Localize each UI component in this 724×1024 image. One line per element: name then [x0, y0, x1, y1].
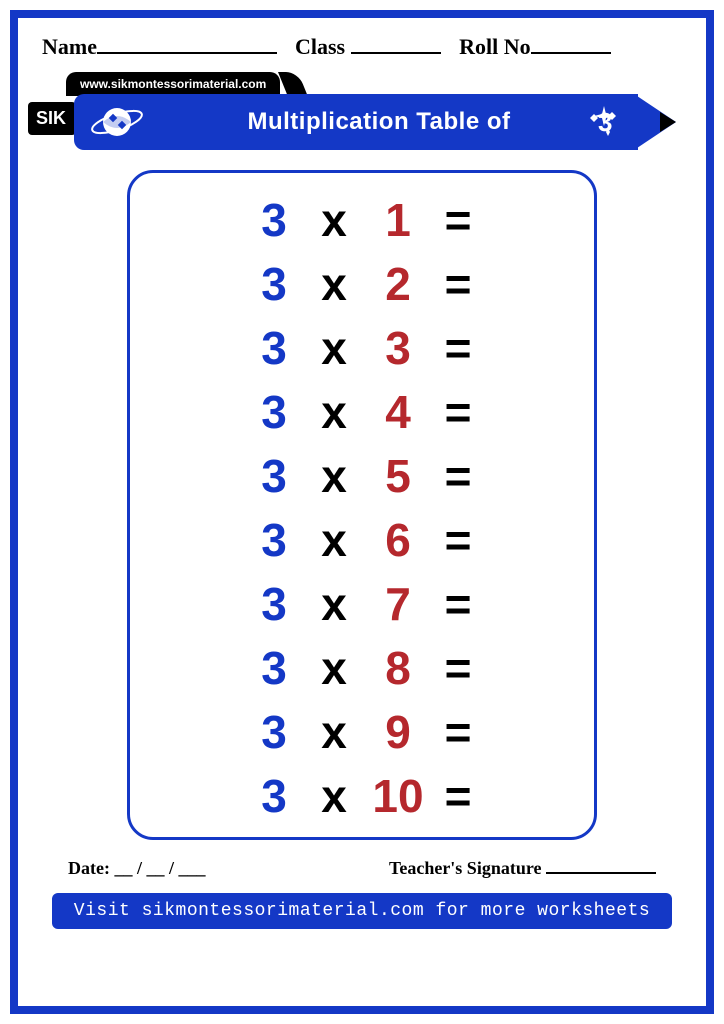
- table-row: 3x1=: [160, 197, 564, 243]
- equals-sign: =: [434, 453, 482, 499]
- signature-label: Teacher's Signature: [389, 858, 542, 878]
- equals-sign: =: [434, 261, 482, 307]
- equals-sign: =: [434, 645, 482, 691]
- footer-fields: Date: __ / __ / ___ Teacher's Signature: [18, 840, 706, 887]
- multiplicand: 3: [242, 517, 306, 563]
- times-operator: x: [306, 261, 362, 307]
- cta-bar: Visit sikmontessorimaterial.com for more…: [52, 893, 672, 929]
- class-blank[interactable]: [351, 36, 441, 54]
- multiplicand: 3: [242, 261, 306, 307]
- multiplicand: 3: [242, 709, 306, 755]
- table-row: 3x8=: [160, 645, 564, 691]
- times-operator: x: [306, 389, 362, 435]
- table-row: 3x4=: [160, 389, 564, 435]
- planet-icon: [74, 100, 160, 144]
- table-row: 3x9=: [160, 709, 564, 755]
- signature-field: Teacher's Signature: [389, 858, 656, 879]
- times-operator: x: [306, 325, 362, 371]
- multiplicand: 3: [242, 645, 306, 691]
- multiplier: 10: [362, 773, 434, 819]
- class-field: Class: [295, 34, 441, 60]
- name-blank[interactable]: [97, 36, 277, 54]
- equals-sign: =: [434, 773, 482, 819]
- equals-sign: =: [434, 709, 482, 755]
- pencil-lead: [660, 112, 676, 132]
- times-operator: x: [306, 709, 362, 755]
- pencil-banner: www.sikmontessorimaterial.com SIK Multip…: [32, 74, 682, 160]
- signature-blank[interactable]: [546, 860, 656, 874]
- multiplier: 1: [362, 197, 434, 243]
- multiplier: 3: [362, 325, 434, 371]
- roll-label: Roll No: [459, 34, 531, 60]
- equals-sign: =: [434, 325, 482, 371]
- table-row: 3x6=: [160, 517, 564, 563]
- multiplicand: 3: [242, 453, 306, 499]
- name-label: Name: [42, 34, 97, 60]
- worksheet-frame: Name Class Roll No www.sikmontessorimate…: [10, 10, 714, 1014]
- multiplier: 8: [362, 645, 434, 691]
- times-operator: x: [306, 517, 362, 563]
- sik-badge: SIK: [28, 102, 76, 135]
- multiplier: 9: [362, 709, 434, 755]
- multiplicand: 3: [242, 197, 306, 243]
- times-operator: x: [306, 197, 362, 243]
- multiplication-table: 3x1=3x2=3x3=3x4=3x5=3x6=3x7=3x8=3x9=3x10…: [127, 170, 597, 840]
- table-row: 3x5=: [160, 453, 564, 499]
- table-row: 3x7=: [160, 581, 564, 627]
- times-operator: x: [306, 453, 362, 499]
- name-field: Name: [42, 34, 277, 60]
- multiplicand: 3: [242, 581, 306, 627]
- multiplier: 7: [362, 581, 434, 627]
- class-label: Class: [295, 34, 345, 60]
- equals-sign: =: [434, 197, 482, 243]
- times-operator: x: [306, 645, 362, 691]
- sparkle-icon: [584, 102, 624, 142]
- equals-sign: =: [434, 517, 482, 563]
- multiplier: 6: [362, 517, 434, 563]
- equals-sign: =: [434, 581, 482, 627]
- equals-sign: =: [434, 389, 482, 435]
- table-row: 3x10=: [160, 773, 564, 819]
- multiplicand: 3: [242, 325, 306, 371]
- multiplicand: 3: [242, 389, 306, 435]
- times-operator: x: [306, 773, 362, 819]
- multiplier: 4: [362, 389, 434, 435]
- date-field[interactable]: Date: __ / __ / ___: [68, 858, 205, 879]
- header-fields: Name Class Roll No: [18, 18, 706, 70]
- roll-blank[interactable]: [531, 36, 611, 54]
- multiplier: 5: [362, 453, 434, 499]
- times-operator: x: [306, 581, 362, 627]
- roll-field: Roll No: [459, 34, 611, 60]
- banner-title: Multiplication Table of: [160, 108, 598, 136]
- multiplier: 2: [362, 261, 434, 307]
- table-row: 3x3=: [160, 325, 564, 371]
- url-tag: www.sikmontessorimaterial.com: [66, 72, 280, 96]
- table-row: 3x2=: [160, 261, 564, 307]
- multiplicand: 3: [242, 773, 306, 819]
- pencil-body: Multiplication Table of 3: [74, 94, 638, 150]
